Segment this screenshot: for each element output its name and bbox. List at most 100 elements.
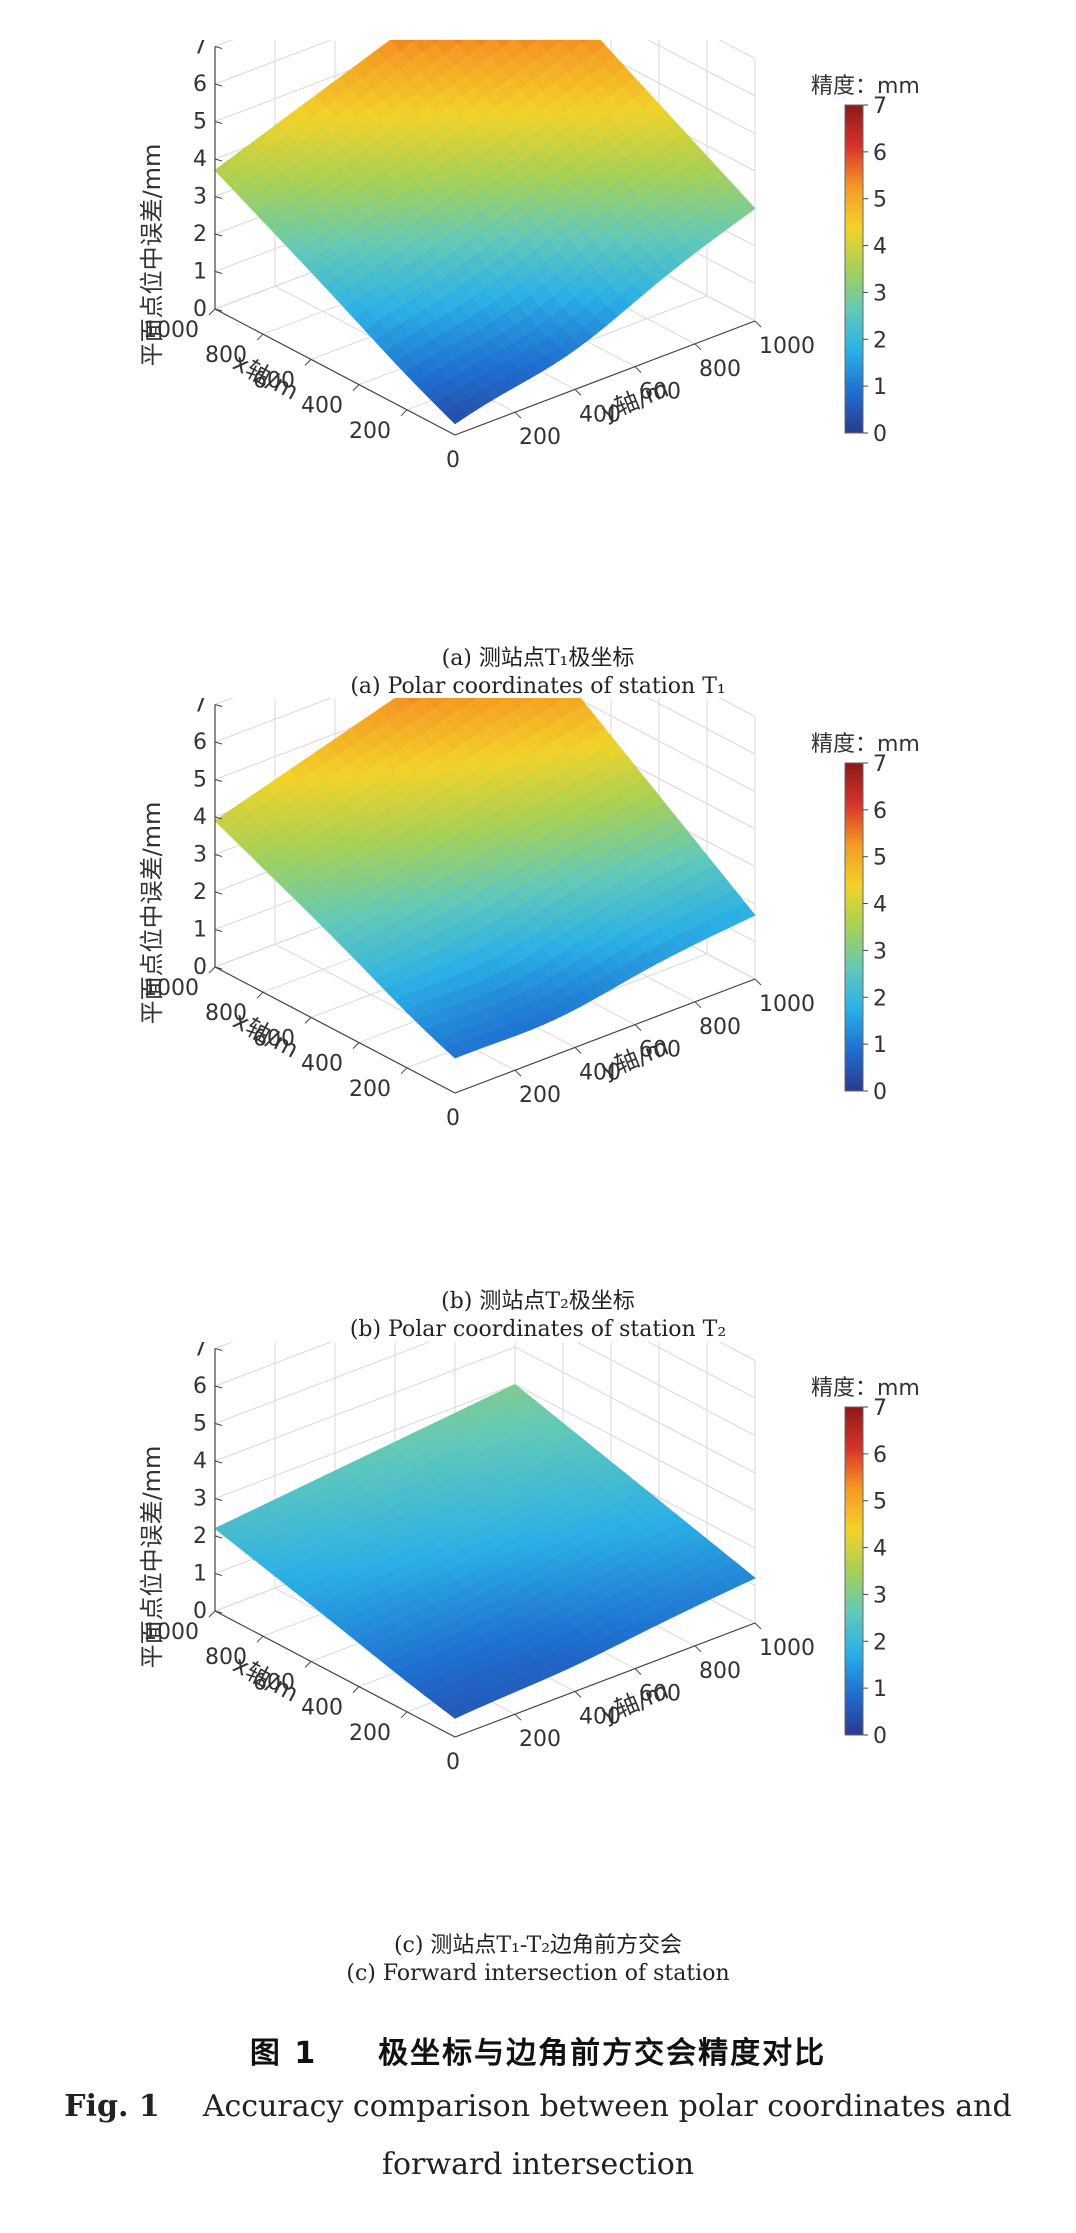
chart-panel-a: 0 1 2 3 4 5 6 7 200 400 600 800 1000 200 400 600 800 1000…	[0, 40, 1076, 690]
figure-number-en: Fig. 1	[64, 2089, 160, 2124]
y-tick-label: 600	[639, 1038, 681, 1063]
chart-panel-c: 0 1 2 3 4 5 6 7 200 400 600 800 1000 200 400 600 800 1000…	[0, 1342, 1076, 1992]
caption-en-b: (b) Polar coordinates of station T₂	[349, 1317, 727, 1342]
y-axis-label: y轴/m	[597, 1677, 672, 1729]
surface	[214, 40, 756, 425]
grid-line	[214, 698, 756, 792]
z-tick-label: 3	[193, 1487, 207, 1512]
z-tick-mark	[214, 233, 223, 237]
x-tick-label: 1000	[143, 1620, 199, 1645]
axes: 0123456720040060080010002004006008001000…	[138, 1342, 815, 1775]
figure-title-en-text: Accuracy comparison between polar coordi…	[202, 2089, 1012, 2182]
colorbar-label: 精度：mm	[811, 74, 920, 99]
chart-panel-b: 0 1 2 3 4 5 6 7 200 400 600 800 1000 200 400 600 800 1000…	[0, 698, 1076, 1348]
z-tick-label: 3	[193, 843, 207, 868]
z-tick-label: 3	[193, 185, 207, 210]
colorbar-tick-label: 6	[873, 799, 887, 824]
colorbar-tick-label: 3	[873, 939, 887, 964]
x-tick-label: 800	[205, 1001, 247, 1026]
colorbar-tick-label: 1	[873, 1033, 887, 1058]
x-tick-mark	[400, 409, 408, 417]
z-tick-label: 7	[193, 698, 207, 718]
y-tick-label: 400	[579, 1060, 621, 1085]
colorbar-tick-label: 4	[873, 893, 887, 918]
x-axis-label: x轴/m	[228, 1650, 303, 1707]
y-tick-label: 200	[519, 1083, 561, 1108]
z-tick-mark	[214, 83, 223, 87]
y-tick-label: 200	[519, 1727, 561, 1752]
origin-tick-label: 0	[446, 1750, 460, 1775]
x-tick-label: 800	[205, 343, 247, 368]
z-tick-mark	[214, 779, 223, 782]
x-tick-label: 400	[301, 1696, 343, 1721]
x-tick-label: 1000	[143, 318, 199, 343]
surface	[214, 698, 756, 1059]
y-tick-label: 800	[699, 1015, 741, 1040]
y-axis-line	[454, 1622, 756, 1738]
colorbar-tick-label: 1	[873, 1677, 887, 1702]
z-axis-label: 平面点位中误差/mm	[138, 802, 166, 1025]
figure-number-cn: 图 1	[249, 2036, 318, 2071]
y-tick-mark	[754, 978, 762, 986]
y-tick-label: 800	[699, 357, 741, 382]
colorbar-gradient	[844, 1406, 864, 1736]
x-tick-mark	[304, 359, 312, 366]
z-tick-mark	[214, 1535, 223, 1539]
y-tick-mark	[634, 1668, 642, 1675]
z-tick-mark	[214, 308, 223, 312]
y-axis-label: y轴/m	[597, 1033, 672, 1085]
z-tick-mark	[214, 1498, 223, 1501]
surface-patch	[578, 40, 589, 45]
z-tick-label: 4	[193, 147, 207, 172]
z-tick-label: 2	[193, 1524, 207, 1549]
z-tick-mark	[214, 46, 223, 49]
colorbar-label: 精度：mm	[811, 1376, 920, 1401]
y-tick-mark	[574, 1691, 582, 1698]
colorbar-tick-label: 3	[873, 1583, 887, 1608]
z-tick-mark	[214, 1460, 223, 1464]
z-tick-mark	[214, 121, 223, 124]
z-tick-mark	[214, 741, 223, 745]
x-tick-label: 600	[253, 1026, 295, 1051]
x-tick-label: 200	[349, 419, 391, 444]
colorbar-tick-label: 6	[873, 1443, 887, 1468]
x-tick-label: 200	[349, 1721, 391, 1746]
colorbar-gradient	[844, 104, 864, 434]
colorbar-tick-label: 5	[873, 846, 887, 871]
x-tick-label: 200	[349, 1077, 391, 1102]
y-tick-label: 400	[579, 402, 621, 427]
surface-patch	[452, 40, 465, 46]
x-tick-label: 400	[301, 1052, 343, 1077]
x-tick-mark	[352, 1042, 360, 1049]
grid-line	[214, 40, 756, 97]
z-tick-label: 1	[193, 918, 207, 943]
z-tick-label: 7	[193, 40, 207, 60]
colorbar-tick-label: 0	[873, 422, 887, 447]
z-tick-label: 1	[193, 260, 207, 285]
y-tick-label: 200	[519, 425, 561, 450]
colorbar-tick-label: 2	[873, 328, 887, 353]
y-tick-mark	[694, 1645, 702, 1653]
origin-tick-label: 0	[446, 1106, 460, 1131]
y-tick-mark	[634, 1024, 642, 1031]
y-tick-mark	[754, 320, 762, 328]
z-tick-label: 2	[193, 880, 207, 905]
surface-patch	[444, 1704, 469, 1719]
z-tick-label: 2	[193, 222, 207, 247]
caption-cn-c: (c) 测站点T₁-T₂边角前方交会	[393, 1933, 683, 1958]
z-tick-label: 6	[193, 1374, 207, 1399]
x-tick-mark	[400, 1067, 408, 1075]
colorbar-tick-label: 6	[873, 141, 887, 166]
colorbar-label: 精度：mm	[811, 732, 920, 757]
colorbar-tick-label: 7	[873, 94, 887, 119]
x-tick-mark	[256, 991, 264, 999]
colorbar: 0 1 2 3 4 5 6 7精度：mm	[811, 1376, 920, 1749]
z-tick-mark	[214, 1423, 223, 1426]
surface-patch	[523, 698, 536, 704]
y-axis-line	[454, 978, 756, 1094]
caption-en-a: (a) Polar coordinates of station T₁	[350, 674, 726, 699]
y-tick-mark	[514, 411, 522, 419]
x-axis-line	[214, 966, 456, 1094]
y-tick-mark	[754, 1622, 762, 1630]
colorbar-tick-label: 1	[873, 375, 887, 400]
